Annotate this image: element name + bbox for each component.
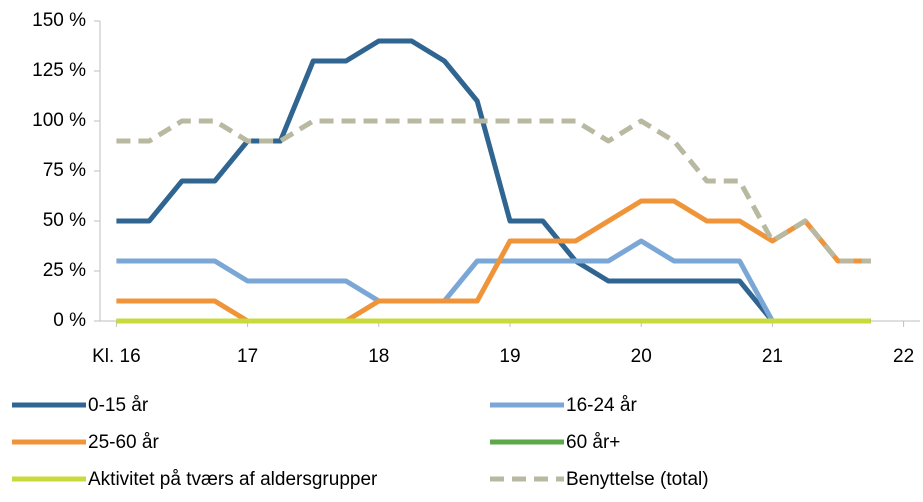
- x-tick-label: 19: [499, 346, 520, 367]
- legend-label: Benyttelse (total): [566, 469, 709, 490]
- x-tick-label: 21: [762, 346, 783, 367]
- legend-label: 25-60 år: [88, 432, 159, 453]
- y-tick-label: 25 %: [43, 260, 86, 281]
- series-line: [116, 118, 871, 264]
- legend-label: 60 år+: [566, 432, 620, 453]
- x-tick-label: 17: [237, 346, 258, 367]
- x-tick-label: 20: [631, 346, 652, 367]
- series-line: [116, 198, 871, 324]
- y-tick-label: 50 %: [43, 210, 86, 231]
- y-tick-label: 75 %: [43, 160, 86, 181]
- y-tick-label: 100 %: [32, 110, 86, 131]
- series-line: [116, 38, 871, 324]
- legend-label: Aktivitet på tværs af aldersgrupper: [88, 469, 378, 490]
- x-tick-label: 18: [368, 346, 389, 367]
- y-tick-label: 0 %: [53, 310, 86, 331]
- legend-label: 0-15 år: [88, 395, 149, 416]
- x-tick-label: Kl. 16: [92, 346, 141, 367]
- y-tick-label: 125 %: [32, 60, 86, 81]
- legend-label: 16-24 år: [566, 395, 637, 416]
- series-line: [116, 238, 871, 324]
- y-tick-label: 150 %: [32, 10, 86, 31]
- x-tick-label: 22: [893, 346, 914, 367]
